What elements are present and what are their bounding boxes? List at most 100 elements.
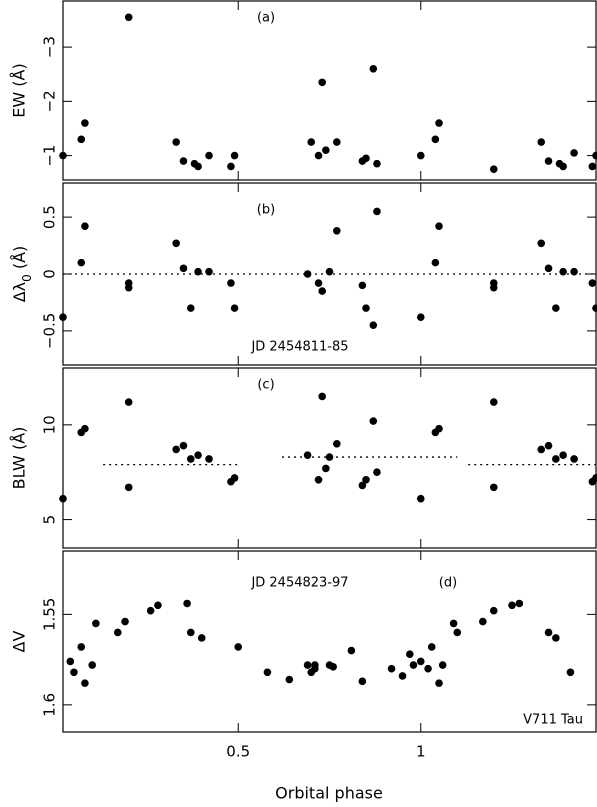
panel-frame [62,550,597,733]
data-point [333,439,341,448]
data-point [489,398,498,406]
panel-label: (b) [257,203,275,218]
data-point [263,668,272,677]
data-point [570,149,578,157]
data-point [325,453,334,461]
data-point [81,679,89,687]
data-point [508,601,516,610]
data-point [537,138,546,146]
data-point [314,475,323,484]
panel-c: 5 10 BLW (Å) (c) [10,367,597,549]
data-point [197,634,206,642]
data-point [172,239,180,248]
y-axis-label: ΔV [10,631,29,653]
data-point [559,267,567,276]
data-point [387,664,396,673]
data-point [453,628,462,637]
data-point [592,304,597,312]
data-point [318,392,326,401]
y-axis-label: BLW (Å) [10,427,29,490]
data-point [172,445,180,454]
data-point [588,162,597,171]
panel-a: −1 −2 −3 EW (Å) (a) [10,0,597,181]
y-tick-label: 1.55 [41,598,59,631]
data-point [303,661,312,669]
data-point [227,162,235,171]
data-point [179,264,188,273]
data-point [362,304,370,312]
data-point [369,65,378,73]
x-axis-label: Orbital phase [275,784,383,803]
data-point [179,157,188,165]
data-point [88,661,97,669]
data-point [537,239,546,248]
data-point [479,617,487,626]
data-point [552,634,560,642]
data-point [314,279,323,287]
data-point [435,119,443,127]
julian-date-annotation: JD 2454823-97 [250,576,348,591]
data-point [205,455,213,463]
data-point [70,668,78,677]
y-tick-label: −2 [41,90,59,112]
data-point [318,287,326,295]
data-point [489,165,498,173]
panel-label: (d) [439,576,457,591]
data-point [559,451,567,459]
y-axis-label: Δλ0 (Å) [10,246,34,303]
data-point [77,135,86,144]
data-point [230,304,239,312]
panel-label: (a) [257,11,275,26]
data-point [205,267,213,276]
data-point [230,151,239,160]
data-point [81,119,89,127]
data-point [186,455,195,463]
data-point [322,146,330,154]
data-point [124,483,133,492]
y-tick-label: 1.6 [41,693,59,717]
data-point [329,663,337,671]
data-point [369,417,378,425]
data-point [77,643,86,651]
data-point [537,445,546,454]
data-point [303,451,312,459]
panel-frame [62,367,597,549]
data-point [307,138,316,146]
data-point [285,675,294,684]
data-point [113,628,122,637]
y-tick-label: 0 [41,269,59,279]
data-point [205,151,213,160]
data-point [124,398,133,406]
data-point [416,494,425,503]
data-point [398,672,407,680]
data-point [373,207,381,216]
data-point [194,267,202,276]
data-point [362,475,370,484]
star-name-label: V711 Tau [523,713,583,728]
panel-label: (c) [257,378,274,393]
data-point [230,474,239,482]
data-point [314,151,323,160]
data-point [179,441,188,450]
y-tick-label: 5 [41,515,59,525]
data-point [81,424,89,433]
data-point [318,78,326,87]
data-point [489,483,498,492]
data-point [358,281,367,290]
data-point [570,267,578,276]
y-tick-label: 10 [41,415,59,434]
data-point [325,267,334,276]
data-point [566,668,575,677]
data-point [234,643,243,651]
data-point [416,151,425,160]
data-point [373,159,381,168]
data-point [59,494,67,503]
data-point [588,279,597,287]
data-point [333,226,341,235]
data-point [59,151,67,160]
data-point [431,258,440,267]
data-point [431,135,440,144]
data-point [358,481,367,490]
data-point [303,270,312,278]
data-point [77,258,86,267]
